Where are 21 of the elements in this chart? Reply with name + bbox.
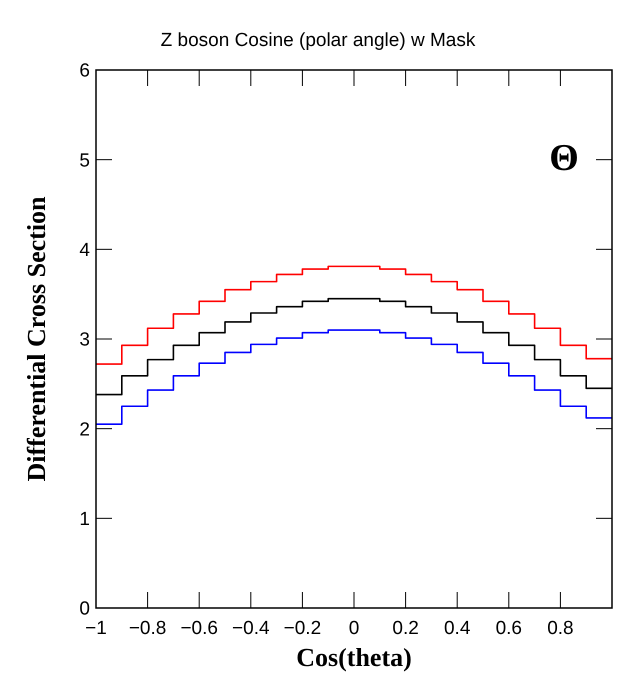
y-tick-label: 2 (79, 419, 90, 440)
x-tick-label: 0.6 (496, 618, 522, 639)
x-tick-label: 0.2 (392, 618, 419, 639)
y-tick-label: 4 (79, 240, 90, 261)
y-tick-label: 5 (79, 150, 90, 172)
x-axis-title: Cos(theta) (296, 643, 412, 672)
y-tick-label: 6 (79, 60, 90, 82)
x-tick-label: 0.8 (547, 618, 574, 639)
x-tick-label: −0.2 (284, 618, 322, 639)
chart-title: Z boson Cosine (polar angle) w Mask (160, 30, 476, 51)
y-tick-label: 0 (79, 598, 90, 620)
x-tick-label: −1 (85, 618, 107, 639)
x-tick-label: 0.4 (444, 618, 471, 639)
x-tick-label: −0.6 (180, 618, 218, 639)
annotation: Θ (549, 137, 579, 179)
y-axis-title: Differential Cross Section (22, 196, 51, 482)
x-tick-label: −0.8 (128, 618, 166, 639)
y-tick-label: 1 (79, 508, 90, 530)
x-tick-label: −0.4 (232, 618, 270, 639)
y-tick-label: 3 (79, 330, 90, 351)
x-tick-label: 0 (348, 618, 360, 639)
